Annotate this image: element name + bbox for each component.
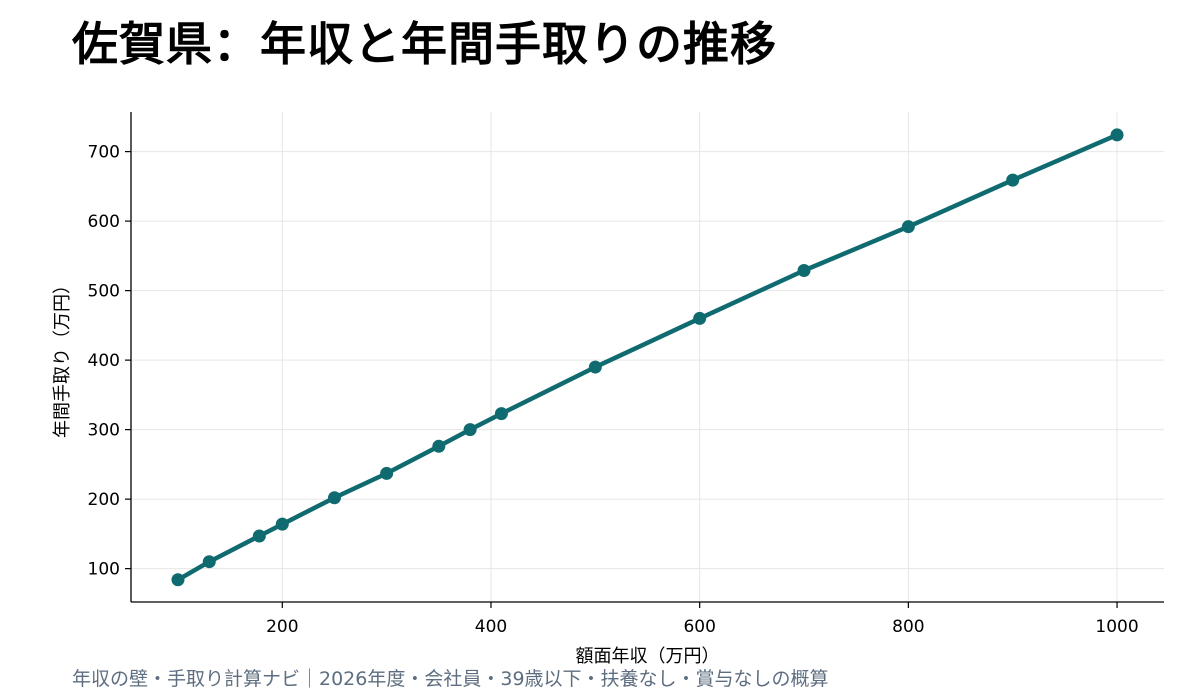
data-point: [463, 423, 477, 437]
axes: [130, 112, 1164, 603]
data-point: [588, 360, 602, 374]
y-tick-label: 300: [88, 421, 120, 441]
x-tick-label: 800: [892, 617, 924, 637]
y-tick-label: 600: [88, 212, 120, 232]
x-tick-label: 200: [266, 617, 298, 637]
series: [171, 128, 1124, 587]
data-point: [693, 311, 707, 325]
grid: [131, 112, 1164, 602]
y-axis-label: 年間手取り（万円）: [52, 276, 73, 438]
data-point: [432, 439, 446, 453]
y-tick-label: 100: [88, 560, 120, 580]
data-point: [171, 573, 185, 587]
data-point: [494, 407, 508, 421]
y-tick-label: 700: [88, 143, 120, 163]
data-point: [252, 529, 266, 543]
data-point: [380, 466, 394, 480]
x-axis-label: 額面年収（万円）: [576, 646, 720, 667]
data-point: [202, 555, 216, 569]
data-point: [901, 220, 915, 234]
data-point: [327, 491, 341, 505]
y-tick-label: 400: [88, 351, 120, 371]
x-tick-label: 600: [683, 617, 715, 637]
y-tick-label: 200: [88, 490, 120, 510]
y-tick-label: 500: [88, 282, 120, 302]
x-tick-label: 400: [475, 617, 507, 637]
data-point: [1006, 173, 1020, 187]
data-point: [275, 517, 289, 531]
data-point: [1110, 128, 1124, 142]
series-line: [175, 132, 1120, 583]
page-title: 佐賀県：年収と年間手取りの推移: [72, 17, 777, 71]
x-tick-label: 1000: [1095, 617, 1138, 637]
footer-caption: 年収の壁・手取り計算ナビ｜2026年度・会社員・39歳以下・扶養なし・賞与なしの…: [72, 668, 829, 690]
data-point: [797, 263, 811, 277]
ticks: 200 400 600 800 1000 100 200 300 400 500 600 700: [88, 143, 1139, 637]
